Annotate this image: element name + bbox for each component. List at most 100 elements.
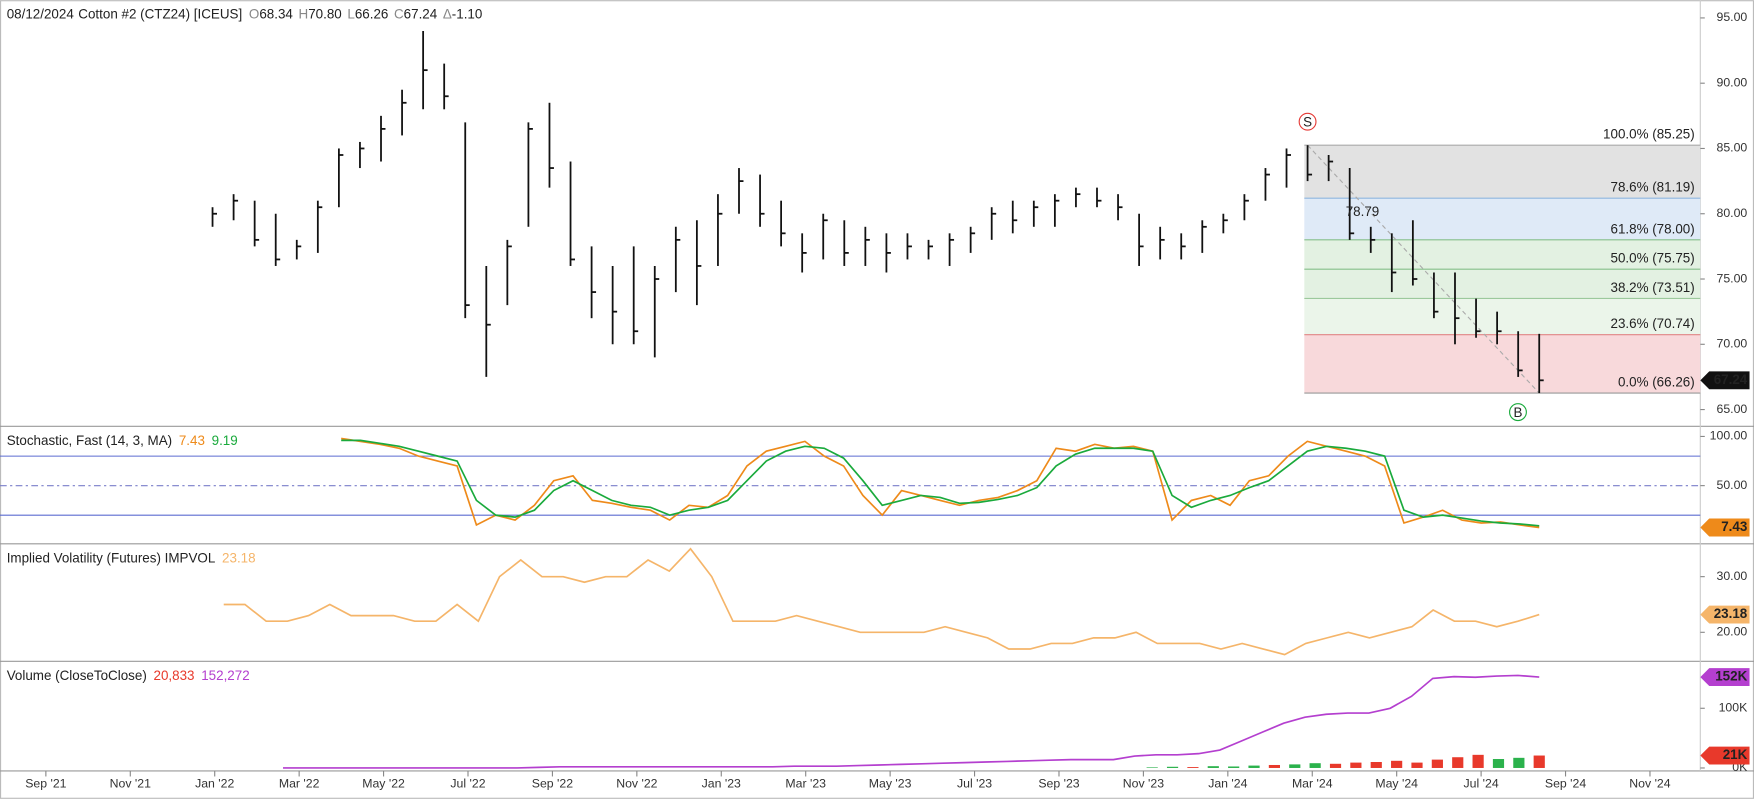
fib-label: 100.0% (85.25) bbox=[1603, 127, 1695, 142]
volume-bar bbox=[1187, 767, 1199, 768]
header: 08/12/2024 Cotton #2 (CTZ24) [ICEUS] O68.3… bbox=[7, 6, 483, 21]
legend-value: 9.19 bbox=[212, 432, 238, 447]
x-tick-label: Sep '24 bbox=[1545, 777, 1586, 791]
ohlc-key: H bbox=[299, 6, 309, 21]
y-tick-label: 100.00 bbox=[1710, 429, 1748, 443]
y-tick-label: 30.00 bbox=[1717, 569, 1748, 583]
volume-bar bbox=[1391, 760, 1403, 768]
volume-bar bbox=[1248, 765, 1260, 768]
volume-bar bbox=[1207, 766, 1219, 768]
x-tick-label: Nov '21 bbox=[110, 777, 151, 791]
fib-label: 50.0% (75.75) bbox=[1610, 251, 1694, 266]
volume-bar bbox=[1411, 762, 1423, 768]
signal-label: S bbox=[1303, 114, 1312, 129]
y-tick-label: 75.00 bbox=[1717, 271, 1748, 285]
trend-line bbox=[1307, 144, 1540, 394]
last-value-badge: 21K bbox=[1723, 747, 1748, 762]
fib-band bbox=[1304, 269, 1701, 299]
ohlc-value: 66.26 bbox=[355, 6, 389, 21]
panel-title: Implied Volatility (Futures) IMPVOL 23.18 bbox=[7, 550, 256, 565]
fib-label: 0.0% (66.26) bbox=[1618, 375, 1695, 390]
y-tick-label: 50.00 bbox=[1717, 478, 1748, 492]
volume-bar bbox=[1329, 763, 1342, 768]
x-tick-label: May '22 bbox=[362, 777, 405, 791]
ohlc-key: Δ bbox=[443, 6, 452, 21]
badge-bg bbox=[1700, 518, 1750, 537]
volume-bar bbox=[1146, 767, 1158, 768]
x-tick-label: Jul '23 bbox=[957, 777, 992, 791]
panel-title: Volume (CloseToClose) 20,833 152,272 bbox=[7, 667, 250, 682]
legend-value: 20,833 bbox=[154, 667, 195, 682]
ohlc-value: 68.34 bbox=[259, 6, 293, 21]
volume-bar bbox=[1370, 762, 1382, 768]
last-value-badge: 152K bbox=[1715, 669, 1747, 684]
header-symbol: Cotton #2 (CTZ24) [ICEUS] bbox=[78, 6, 242, 21]
annotation: 78.79 bbox=[1346, 204, 1380, 219]
y-tick-label: 20.00 bbox=[1717, 625, 1748, 639]
last-value-badge: 23.18 bbox=[1714, 606, 1748, 621]
volume-bar bbox=[1309, 763, 1321, 768]
volume-bar bbox=[1431, 759, 1443, 768]
panel-title-text: Volume (CloseToClose) bbox=[7, 667, 147, 682]
panel-title-text: Stochastic, Fast (14, 3, MA) bbox=[7, 432, 172, 447]
fib-band bbox=[1304, 334, 1701, 394]
x-tick-label: Jul '24 bbox=[1464, 777, 1499, 791]
x-tick-label: Mar '24 bbox=[1292, 777, 1333, 791]
x-tick-label: Sep '22 bbox=[532, 777, 573, 791]
ohlc-key: C bbox=[394, 6, 404, 21]
x-tick-label: May '23 bbox=[869, 777, 912, 791]
ohlc-value: 67.24 bbox=[404, 6, 438, 21]
ohlc-key: L bbox=[347, 6, 355, 21]
signal-marker bbox=[1298, 112, 1317, 131]
volume-bar bbox=[1513, 757, 1525, 768]
volume-bar bbox=[1268, 764, 1280, 768]
y-tick-label: 65.00 bbox=[1717, 402, 1748, 416]
badge-bg bbox=[1700, 746, 1750, 765]
fib-label: 78.6% (81.19) bbox=[1610, 180, 1694, 195]
y-tick-label: 80.00 bbox=[1717, 206, 1748, 220]
x-tick-label: Mar '22 bbox=[279, 777, 320, 791]
legend-value: 7.43 bbox=[179, 432, 205, 447]
series-line bbox=[341, 439, 1540, 527]
volume-bar bbox=[1228, 766, 1240, 768]
fib-band bbox=[1304, 298, 1701, 335]
x-tick-label: Nov '23 bbox=[1123, 777, 1164, 791]
badge-bg bbox=[1700, 605, 1750, 624]
last-price-badge: 67.24 bbox=[1714, 372, 1748, 387]
fib-label: 38.2% (73.51) bbox=[1610, 280, 1694, 295]
volume-bar bbox=[1472, 754, 1484, 768]
panel-title: Stochastic, Fast (14, 3, MA) 7.43 9.19 bbox=[7, 432, 238, 447]
x-tick-label: Sep '23 bbox=[1038, 777, 1079, 791]
fib-label: 61.8% (78.00) bbox=[1610, 221, 1694, 236]
x-tick-label: Jan '24 bbox=[1208, 777, 1247, 791]
volume-bar bbox=[1533, 755, 1545, 768]
signal-label: B bbox=[1513, 405, 1522, 420]
legend-value: 23.18 bbox=[222, 550, 256, 565]
x-tick-label: May '24 bbox=[1375, 777, 1418, 791]
y-tick-label: 85.00 bbox=[1717, 141, 1748, 155]
volume-bar bbox=[1492, 759, 1505, 768]
last-value-badge: 7.43 bbox=[1721, 519, 1747, 534]
badge-bg bbox=[1700, 668, 1750, 687]
ohlc-value: 70.80 bbox=[308, 6, 342, 21]
x-tick-label: Mar '23 bbox=[785, 777, 826, 791]
x-tick-label: Sep '21 bbox=[25, 777, 66, 791]
y-tick-label: 95.00 bbox=[1717, 10, 1748, 24]
open-interest-line bbox=[283, 674, 1540, 769]
header-date: 08/12/2024 bbox=[7, 6, 75, 21]
fib-label: 23.6% (70.74) bbox=[1610, 316, 1694, 331]
series-line bbox=[223, 547, 1540, 656]
x-tick-label: Nov '22 bbox=[616, 777, 657, 791]
legend-value: 152,272 bbox=[201, 667, 249, 682]
y-tick-label: 100K bbox=[1719, 701, 1749, 715]
series-line bbox=[341, 437, 1540, 529]
signal-marker bbox=[1509, 403, 1527, 422]
x-tick-label: Jul '22 bbox=[450, 777, 485, 791]
y-tick-label: 90.00 bbox=[1717, 75, 1748, 89]
ohlc-value: -1.10 bbox=[452, 6, 483, 21]
y-tick-label: 70.00 bbox=[1717, 337, 1748, 351]
volume-bar bbox=[1289, 764, 1301, 768]
